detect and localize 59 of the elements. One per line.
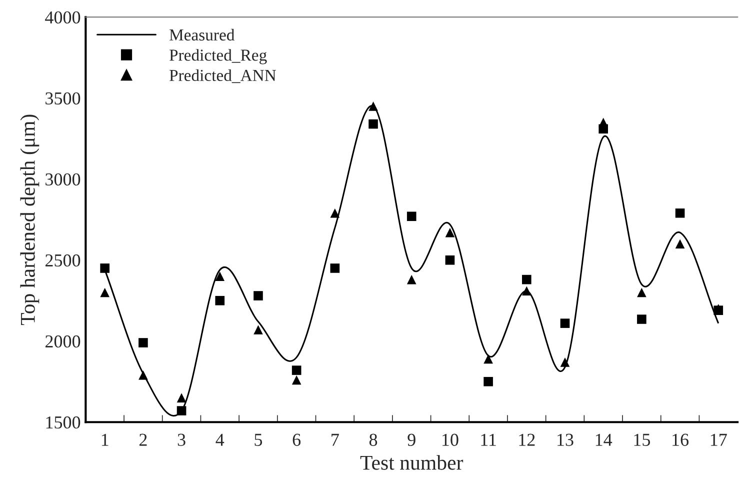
point bbox=[598, 118, 608, 128]
y-tick-label: 3500 bbox=[46, 92, 80, 105]
legend-label: Predicted_Reg bbox=[169, 49, 267, 64]
point bbox=[522, 286, 532, 296]
point bbox=[176, 406, 186, 416]
point bbox=[138, 338, 148, 348]
x-tick-label: 13 bbox=[558, 434, 574, 446]
point bbox=[560, 358, 570, 367]
x-tick-label: 6 bbox=[292, 434, 301, 446]
x-tick-label: 3 bbox=[178, 434, 186, 446]
x-tick-label: 17 bbox=[710, 434, 727, 446]
point bbox=[445, 255, 455, 265]
point bbox=[368, 119, 378, 129]
y-tick-label: 2000 bbox=[45, 335, 80, 348]
point bbox=[484, 376, 493, 386]
x-tick-label: 4 bbox=[216, 434, 224, 446]
point bbox=[637, 288, 646, 298]
point bbox=[484, 354, 493, 364]
x-tick-label: 8 bbox=[369, 434, 378, 446]
point bbox=[215, 296, 225, 306]
point bbox=[330, 264, 340, 273]
point bbox=[215, 272, 225, 281]
x-tick-label: 12 bbox=[519, 434, 535, 446]
point bbox=[637, 314, 646, 324]
point bbox=[522, 274, 532, 284]
point bbox=[560, 318, 570, 328]
x-tick-label: 1 bbox=[102, 434, 108, 446]
x-axis-title: Test number bbox=[360, 455, 464, 470]
y-tick-label: 3000 bbox=[46, 173, 80, 186]
point bbox=[675, 208, 685, 218]
x-tick-label: 10 bbox=[442, 434, 458, 446]
y-tick-label: 1500 bbox=[46, 416, 80, 429]
legend-label: Measured bbox=[169, 28, 235, 41]
point bbox=[445, 228, 455, 238]
point bbox=[176, 393, 186, 402]
x-tick-label: 5 bbox=[254, 434, 262, 446]
point bbox=[254, 291, 263, 300]
x-tick-label: 2 bbox=[139, 434, 147, 446]
x-tick-label: 14 bbox=[596, 434, 612, 446]
x-tick-label: 11 bbox=[481, 434, 496, 446]
x-tick-label: 16 bbox=[672, 434, 689, 446]
point bbox=[368, 102, 378, 111]
y-tick-label: 2500 bbox=[45, 254, 80, 267]
legend-label: Predicted_ANN bbox=[169, 69, 276, 84]
point bbox=[292, 375, 302, 385]
point bbox=[138, 370, 148, 380]
point bbox=[254, 325, 263, 334]
point bbox=[406, 212, 416, 222]
x-tick-label: 15 bbox=[634, 434, 650, 446]
y-axis-title: Top hardened depth (μm) bbox=[20, 114, 40, 326]
point bbox=[100, 288, 110, 298]
point bbox=[292, 366, 302, 375]
x-tick-label: 7 bbox=[332, 434, 339, 446]
point bbox=[330, 208, 340, 218]
point bbox=[675, 239, 685, 249]
point bbox=[100, 264, 110, 273]
x-tick-label: 9 bbox=[408, 434, 416, 446]
y-tick-label: 4000 bbox=[45, 11, 80, 24]
point bbox=[406, 274, 416, 284]
